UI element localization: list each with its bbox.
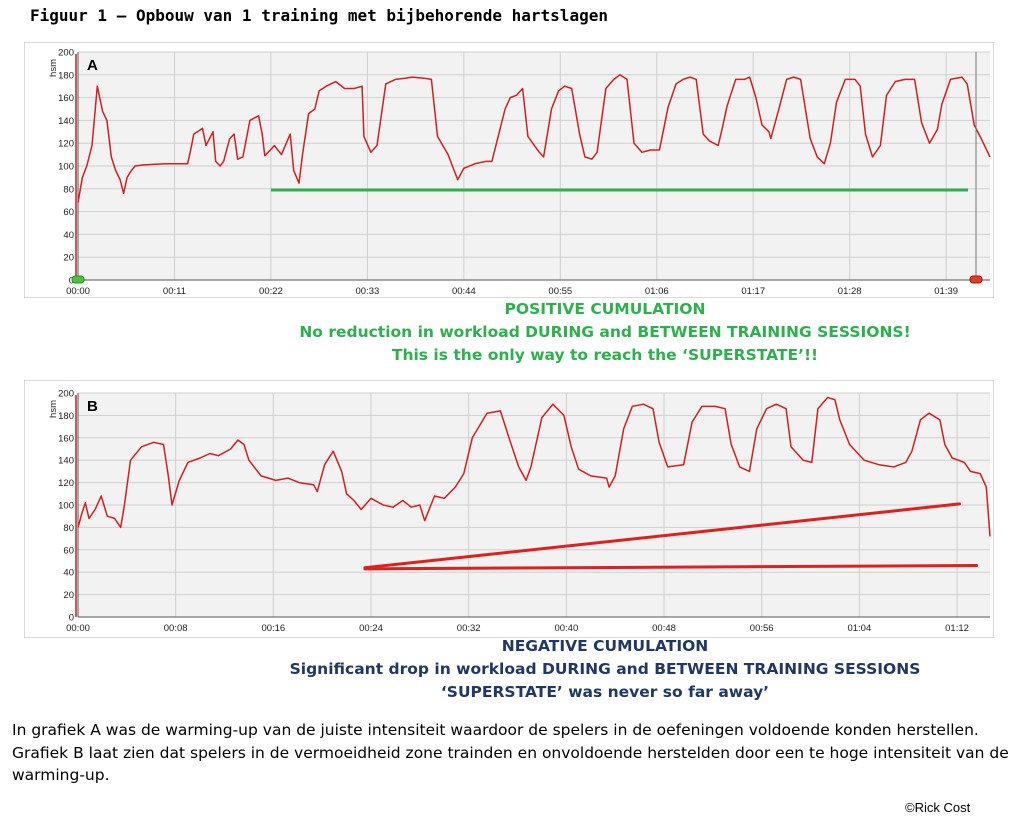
x-tick-label: 00:48 bbox=[652, 623, 676, 634]
y-tick-label: 40 bbox=[63, 230, 74, 241]
y-axis-label: hsm bbox=[48, 400, 59, 418]
y-tick-label: 80 bbox=[63, 523, 74, 534]
y-tick-label: 100 bbox=[58, 162, 74, 173]
x-tick-label: 01:17 bbox=[741, 286, 765, 297]
annotation-negative-line2: Significant drop in workload DURING and … bbox=[289, 660, 921, 678]
x-tick-label: 01:28 bbox=[838, 286, 862, 297]
x-tick-label: 00:16 bbox=[261, 623, 285, 634]
x-tick-label: 00:00 bbox=[66, 623, 90, 634]
description-paragraph-b: Grafiek B laat zien dat spelers in de ve… bbox=[12, 743, 1009, 785]
annotation-positive-line3: This is the only way to reach the ‘SUPER… bbox=[391, 346, 819, 364]
annotation-positive-line2: No reduction in workload DURING and BETW… bbox=[299, 323, 911, 341]
y-tick-label: 60 bbox=[63, 207, 74, 218]
annotation-positive-title: POSITIVE CUMULATION bbox=[504, 300, 706, 318]
y-tick-label: 160 bbox=[58, 433, 74, 444]
heart-rate-line bbox=[77, 74, 991, 203]
y-tick-label: 140 bbox=[58, 456, 74, 467]
y-tick-label: 180 bbox=[58, 411, 74, 422]
y-tick-label: 60 bbox=[63, 545, 74, 556]
x-tick-label: 00:33 bbox=[355, 286, 379, 297]
description: In grafiek A was de warming-up van de ju… bbox=[12, 719, 1012, 787]
y-tick-label: 100 bbox=[58, 501, 74, 512]
x-tick-label: 00:00 bbox=[66, 286, 90, 297]
annotation-negative-line3: ‘SUPERSTATE’ was never so far away’ bbox=[440, 683, 770, 701]
y-tick-label: 200 bbox=[58, 48, 74, 59]
x-tick-label: 01:06 bbox=[645, 286, 669, 297]
x-tick-label: 01:39 bbox=[934, 286, 958, 297]
trend-line-2 bbox=[363, 563, 979, 571]
chart-b: 0 20 40 60 80 100 120 140 160 180 200 00:00 00:08 00:… bbox=[24, 380, 994, 638]
panel-letter: B bbox=[87, 398, 98, 415]
annotation-negative: NEGATIVE CUMULATION Significant drop in … bbox=[0, 635, 1024, 704]
description-paragraph-a: In grafiek A was de warming-up van de ju… bbox=[12, 721, 979, 739]
figure-title: Figuur 1 – Opbouw van 1 training met bij… bbox=[30, 6, 608, 25]
y-tick-label: 120 bbox=[58, 478, 74, 489]
y-tick-label: 80 bbox=[63, 184, 74, 195]
x-tick-label: 00:24 bbox=[359, 623, 383, 634]
panel-letter: A bbox=[87, 57, 98, 74]
x-tick-label: 00:56 bbox=[750, 623, 774, 634]
y-tick-label: 180 bbox=[58, 70, 74, 81]
x-tick-label: 00:44 bbox=[452, 286, 476, 297]
x-tick-label: 00:55 bbox=[548, 286, 572, 297]
x-tick-label: 01:12 bbox=[945, 623, 969, 634]
x-tick-label: 01:04 bbox=[847, 623, 871, 634]
y-tick-label: 160 bbox=[58, 93, 74, 104]
annotation-positive: POSITIVE CUMULATION No reduction in work… bbox=[0, 298, 1024, 367]
y-tick-label: 40 bbox=[63, 568, 74, 579]
heart-rate-line bbox=[77, 396, 991, 537]
y-tick-label: 140 bbox=[58, 116, 74, 127]
y-tick-label: 20 bbox=[63, 253, 74, 264]
y-tick-label: 200 bbox=[58, 389, 74, 400]
trend-line-1 bbox=[363, 502, 961, 570]
x-tick-label: 00:22 bbox=[259, 286, 283, 297]
x-tick-label: 00:08 bbox=[164, 623, 188, 634]
copyright: ©Rick Cost bbox=[905, 800, 971, 815]
y-tick-label: 0 bbox=[69, 276, 74, 287]
x-tick-label: 00:40 bbox=[554, 623, 578, 634]
chart-a: 0 20 40 60 80 100 120 140 160 180 200 00:00 00:11 00:… bbox=[24, 42, 994, 298]
y-tick-label: 20 bbox=[63, 590, 74, 601]
annotation-negative-title: NEGATIVE CUMULATION bbox=[501, 637, 709, 655]
y-axis-label: hsm bbox=[48, 59, 59, 77]
x-tick-label: 00:32 bbox=[457, 623, 481, 634]
start-handle bbox=[71, 275, 85, 284]
end-handle bbox=[969, 275, 983, 284]
y-tick-label: 0 bbox=[69, 613, 74, 624]
y-tick-label: 120 bbox=[58, 139, 74, 150]
x-tick-label: 00:11 bbox=[163, 286, 186, 297]
